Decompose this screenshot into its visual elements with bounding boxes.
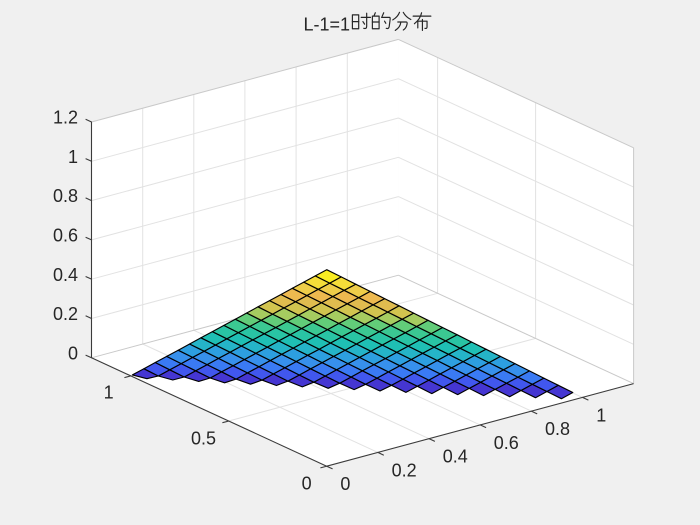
- svg-text:L-1=1: L-1=1: [304, 15, 351, 35]
- svg-text:1: 1: [596, 405, 606, 425]
- svg-text:1: 1: [104, 383, 114, 403]
- svg-text:0.4: 0.4: [53, 265, 78, 285]
- svg-text:1: 1: [68, 147, 78, 167]
- svg-text:1.2: 1.2: [53, 108, 78, 128]
- svg-text:0.6: 0.6: [53, 226, 78, 246]
- svg-text:0.8: 0.8: [53, 186, 78, 206]
- svg-text:0.6: 0.6: [494, 433, 519, 453]
- svg-text:0: 0: [302, 473, 312, 493]
- svg-text:0.8: 0.8: [545, 419, 570, 439]
- svg-text:0.5: 0.5: [191, 429, 216, 449]
- svg-text:0: 0: [68, 343, 78, 363]
- svg-text:0.4: 0.4: [443, 447, 468, 467]
- svg-text:0.2: 0.2: [53, 304, 78, 324]
- svg-text:0.2: 0.2: [392, 460, 417, 480]
- svg-text:0: 0: [340, 474, 350, 494]
